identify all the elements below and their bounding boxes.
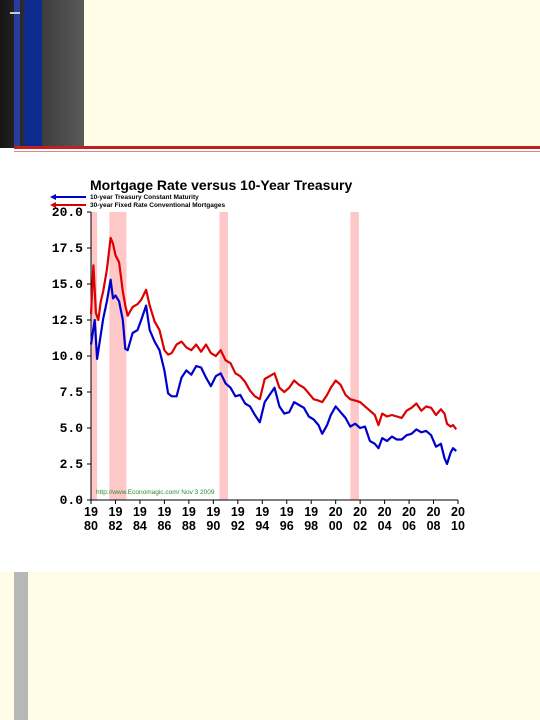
mortgage-series-line <box>89 236 458 431</box>
x-tick-label-century: 20 <box>353 505 367 519</box>
x-tick-label-century: 19 <box>182 505 196 519</box>
x-tick-label-year: 80 <box>84 519 98 533</box>
x-tick-label-century: 19 <box>206 505 220 519</box>
header-divider-thin <box>14 151 540 152</box>
x-tick-label-century: 19 <box>157 505 171 519</box>
recession-bands <box>91 212 359 500</box>
x-tick-label-year: 10 <box>451 519 465 533</box>
footer-band <box>0 572 540 720</box>
x-tick-label-year: 96 <box>280 519 294 533</box>
header-accent-blue <box>24 0 42 148</box>
y-tick-label: 2.5 <box>60 457 84 472</box>
y-tick-label: 7.5 <box>60 385 84 400</box>
x-tick-label-century: 19 <box>255 505 269 519</box>
x-tick-label-year: 94 <box>255 519 269 533</box>
recession-band <box>350 212 359 500</box>
header-accent-blue-light <box>14 0 20 148</box>
y-tick-label: 12.5 <box>52 313 83 328</box>
x-tick-label-year: 00 <box>329 519 343 533</box>
x-tick-label-year: 98 <box>304 519 318 533</box>
x-tick-label-century: 20 <box>402 505 416 519</box>
x-tick-label-century: 20 <box>427 505 441 519</box>
legend-arrow-mortgage <box>50 202 56 208</box>
treasury-series-line <box>89 278 457 466</box>
x-tick-label-year: 08 <box>427 519 441 533</box>
x-tick-label-century: 19 <box>304 505 318 519</box>
x-tick-label-year: 06 <box>402 519 416 533</box>
header-accent-dark <box>0 0 84 148</box>
x-tick-label-year: 86 <box>157 519 171 533</box>
y-axis: 0.0 2.5 5.0 7.5 10.0 12.5 15.0 17.5 20.0 <box>52 205 92 508</box>
recession-band <box>91 212 98 500</box>
chart-title: Mortgage Rate versus 10-Year Treasury <box>90 177 352 193</box>
x-tick-label-year: 02 <box>353 519 367 533</box>
x-tick-label-century: 19 <box>133 505 147 519</box>
legend-arrow-treasury <box>50 194 56 200</box>
x-tick-label-year: 04 <box>378 519 392 533</box>
x-tick-label-century: 19 <box>84 505 98 519</box>
footer-accent <box>14 572 28 720</box>
y-tick-label: 0.0 <box>60 493 84 508</box>
x-tick-label-century: 19 <box>109 505 123 519</box>
mortgage-chart: Mortgage Rate versus 10-Year Treasury 10… <box>50 177 465 533</box>
legend: 10-year Treasury Constant Maturity 30-ye… <box>50 194 225 209</box>
x-tick-label-year: 90 <box>206 519 220 533</box>
x-tick-label-century: 19 <box>231 505 245 519</box>
x-tick-label-year: 92 <box>231 519 245 533</box>
y-tick-label: 10.0 <box>52 349 83 364</box>
x-tick-label-year: 88 <box>182 519 196 533</box>
header-band <box>0 0 540 148</box>
legend-label-mortgage: 30-year Fixed Rate Conventional Mortgage… <box>90 202 225 209</box>
x-tick-label-century: 20 <box>329 505 343 519</box>
header-tick-mark <box>10 12 20 14</box>
x-tick-label-century: 20 <box>378 505 392 519</box>
x-tick-label-century: 19 <box>280 505 294 519</box>
y-tick-label: 5.0 <box>60 421 84 436</box>
series-lines <box>89 236 458 466</box>
x-tick-label-year: 82 <box>109 519 123 533</box>
y-tick-label: 15.0 <box>52 277 83 292</box>
legend-label-treasury: 10-year Treasury Constant Maturity <box>90 194 199 201</box>
y-tick-label: 17.5 <box>52 241 83 256</box>
header-divider <box>14 146 540 149</box>
x-tick-label-century: 20 <box>451 505 465 519</box>
x-axis: 1980198219841986198819901992199419961998… <box>84 499 465 533</box>
recession-band <box>109 212 127 500</box>
y-tick-label: 20.0 <box>52 205 83 220</box>
x-tick-label-year: 84 <box>133 519 147 533</box>
source-note: http://www.Economagic.com/ Nov 3 2009 <box>96 489 215 496</box>
